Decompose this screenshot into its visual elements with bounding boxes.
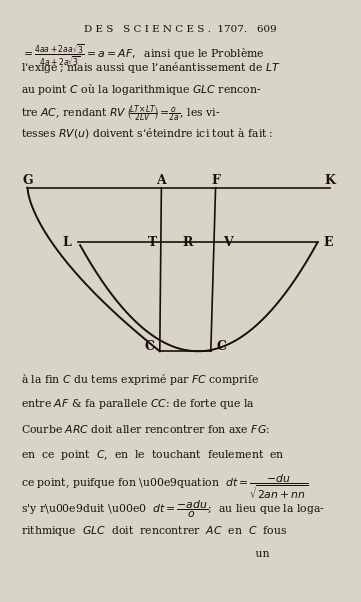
Text: F: F [211, 173, 220, 187]
Text: ce point, puifque fon \u00e9quation  $dt=\dfrac{-du}{\sqrt{2an+nn}}$: ce point, puifque fon \u00e9quation $dt=… [21, 473, 308, 501]
Text: D E S   S C I E N C E S .  1707.   609: D E S S C I E N C E S . 1707. 609 [84, 25, 277, 34]
Text: C: C [144, 340, 155, 353]
Text: rithmique  $GLC$  doit  rencontrer  $AC$  en  $C$  fous: rithmique $GLC$ doit rencontrer $AC$ en … [21, 524, 287, 538]
Text: T: T [148, 236, 157, 249]
Text: $=\frac{4aa+2aa\sqrt{3}}{4a+2a\sqrt{3}}=a=AF,$  ainsi que le Problème: $=\frac{4aa+2aa\sqrt{3}}{4a+2a\sqrt{3}}=… [21, 43, 265, 68]
Text: l’exige ; mais aussi que l’anéantissement de $LT$: l’exige ; mais aussi que l’anéantissemen… [21, 60, 281, 75]
Text: à la fin $C$ du tems exprimé par $FC$ compriſe: à la fin $C$ du tems exprimé par $FC$ co… [21, 372, 259, 387]
Text: A: A [157, 173, 166, 187]
Text: V: V [223, 236, 233, 249]
Text: C: C [216, 340, 226, 353]
Text: entre $AF$ & fa parallele $CC$: de forte que la: entre $AF$ & fa parallele $CC$: de forte… [21, 397, 255, 411]
Text: K: K [325, 173, 336, 187]
Text: E: E [323, 236, 333, 249]
Text: tesses $RV(u)$ doivent s’éteindre ici tout à fait :: tesses $RV(u)$ doivent s’éteindre ici to… [21, 126, 273, 140]
Text: s'y r\u00e9duit \u00e0  $dt=\dfrac{-adu}{o}$;  au lieu que la loga-: s'y r\u00e9duit \u00e0 $dt=\dfrac{-adu}{… [21, 498, 325, 520]
Text: un: un [21, 550, 270, 559]
Text: Courbe $ARC$ doit aller rencontrer fon axe $FG$:: Courbe $ARC$ doit aller rencontrer fon a… [21, 423, 270, 435]
Text: G: G [22, 173, 33, 187]
Text: en  ce  point  $C$,  en  le  touchant  feulement  en: en ce point $C$, en le touchant feulemen… [21, 448, 285, 462]
Text: L: L [62, 236, 71, 249]
Text: au point $C$ où la logarithmique $GLC$ rencon-: au point $C$ où la logarithmique $GLC$ r… [21, 82, 261, 97]
Text: tre $AC$, rendant $RV$ $\!\left(\!\frac{LT\!\times\! LT}{2LV}\!\right)\!=\!\frac: tre $AC$, rendant $RV$ $\!\left(\!\frac{… [21, 104, 221, 125]
Text: R: R [183, 236, 193, 249]
